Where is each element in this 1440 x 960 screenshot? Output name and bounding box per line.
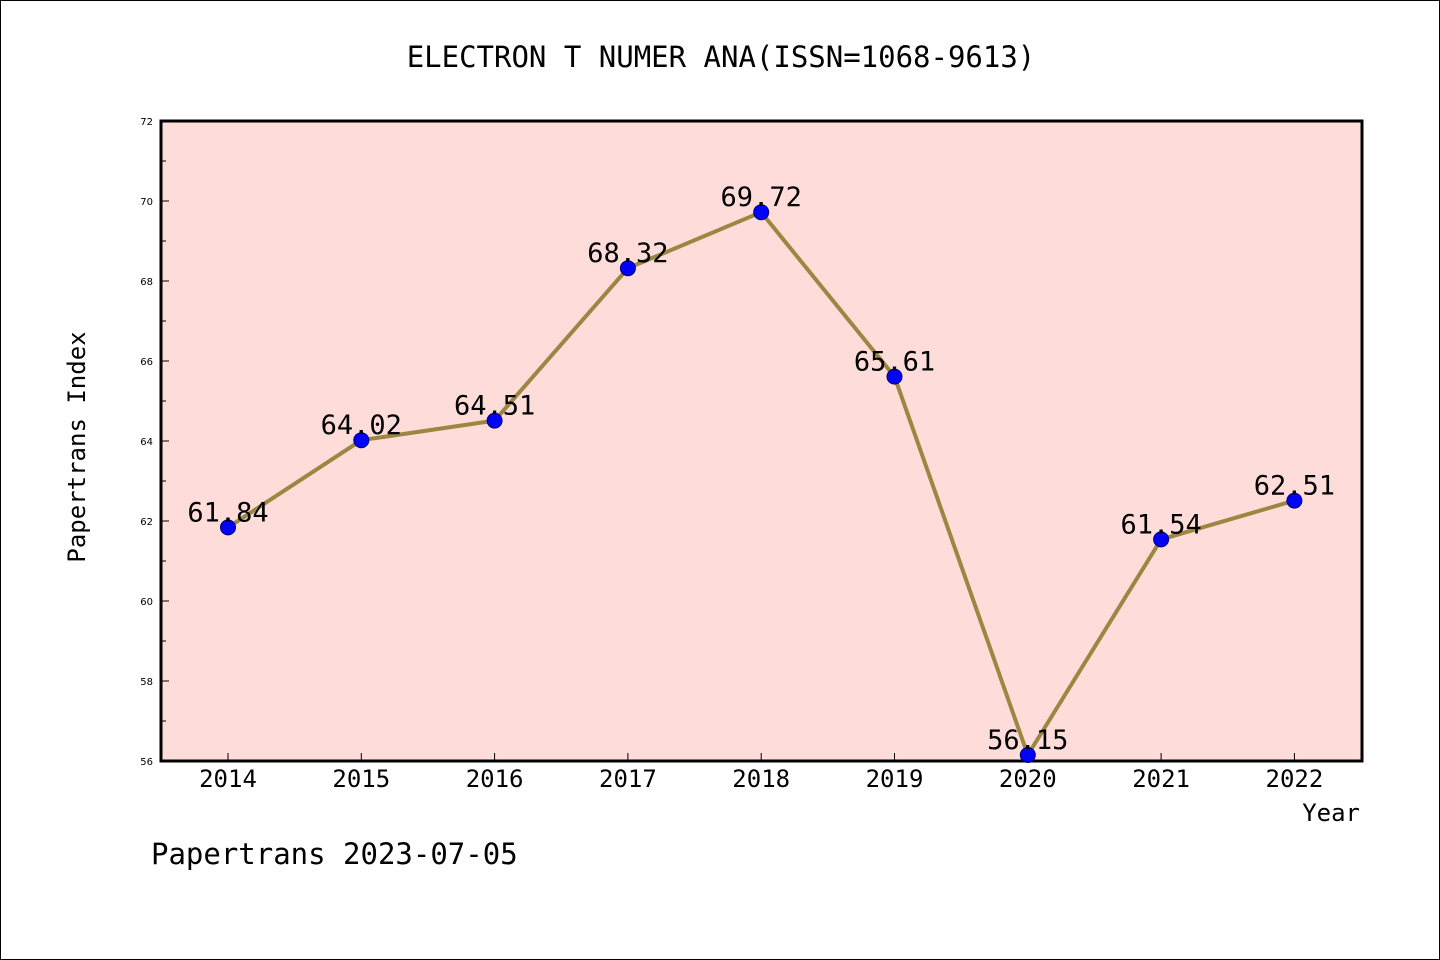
y-tick-label: 58 (140, 677, 153, 688)
chart-title: ELECTRON T NUMER ANA(ISSN=1068-9613) (407, 40, 1036, 74)
y-tick-label: 66 (140, 357, 153, 368)
data-point-marker (1019, 747, 1036, 763)
data-value-label: 61.84 (187, 497, 268, 528)
data-point-marker (886, 368, 903, 385)
data-value-label: 56.15 (987, 725, 1068, 756)
x-tick-label: 2020 (999, 765, 1057, 793)
data-value-label: 68.32 (587, 238, 668, 269)
x-tick-label: 2019 (866, 765, 924, 793)
data-labels: 61.84 64.02 64.51 68.32 69.72 65.61 56.15 61.54… (187, 182, 1335, 756)
x-axis-label: Year (1302, 799, 1360, 827)
footer-date-stamp: Papertrans 2023-07-05 (151, 837, 518, 871)
y-axis: 56 58 60 62 64 66 68 70 72 (140, 117, 169, 768)
data-point-marker (753, 204, 770, 221)
x-tick-label: 2014 (199, 765, 257, 793)
data-value-label: 61.54 (1120, 509, 1201, 540)
data-point-marker (1286, 492, 1303, 509)
data-value-label: 62.51 (1254, 471, 1335, 502)
y-tick-label: 68 (140, 277, 153, 288)
x-tick-label: 2016 (466, 765, 524, 793)
y-tick-label: 70 (140, 197, 153, 208)
data-value-label: 65.61 (854, 347, 935, 378)
y-tick-label: 60 (140, 597, 153, 608)
series-markers (220, 204, 1303, 763)
x-axis: 2014 2015 2016 2017 2018 2019 2020 2021 2022 (199, 753, 1323, 793)
data-point-marker (486, 412, 503, 429)
data-point-marker (220, 519, 236, 536)
data-point-marker (1153, 531, 1170, 548)
x-tick-label: 2017 (599, 765, 657, 793)
data-point-marker (619, 260, 636, 277)
y-tick-label: 62 (140, 517, 153, 528)
x-tick-label: 2015 (332, 765, 390, 793)
data-point-marker (353, 432, 370, 449)
y-tick-label: 72 (140, 117, 153, 128)
y-tick-label: 56 (140, 757, 153, 768)
x-tick-label: 2021 (1132, 765, 1190, 793)
data-value-label: 69.72 (721, 182, 802, 213)
data-value-label: 64.02 (321, 410, 402, 441)
data-value-label: 64.51 (454, 391, 535, 422)
x-tick-label: 2022 (1266, 765, 1324, 793)
y-tick-label: 64 (140, 437, 153, 448)
y-axis-label: Papertrans Index (63, 331, 91, 562)
x-tick-label: 2018 (732, 765, 790, 793)
